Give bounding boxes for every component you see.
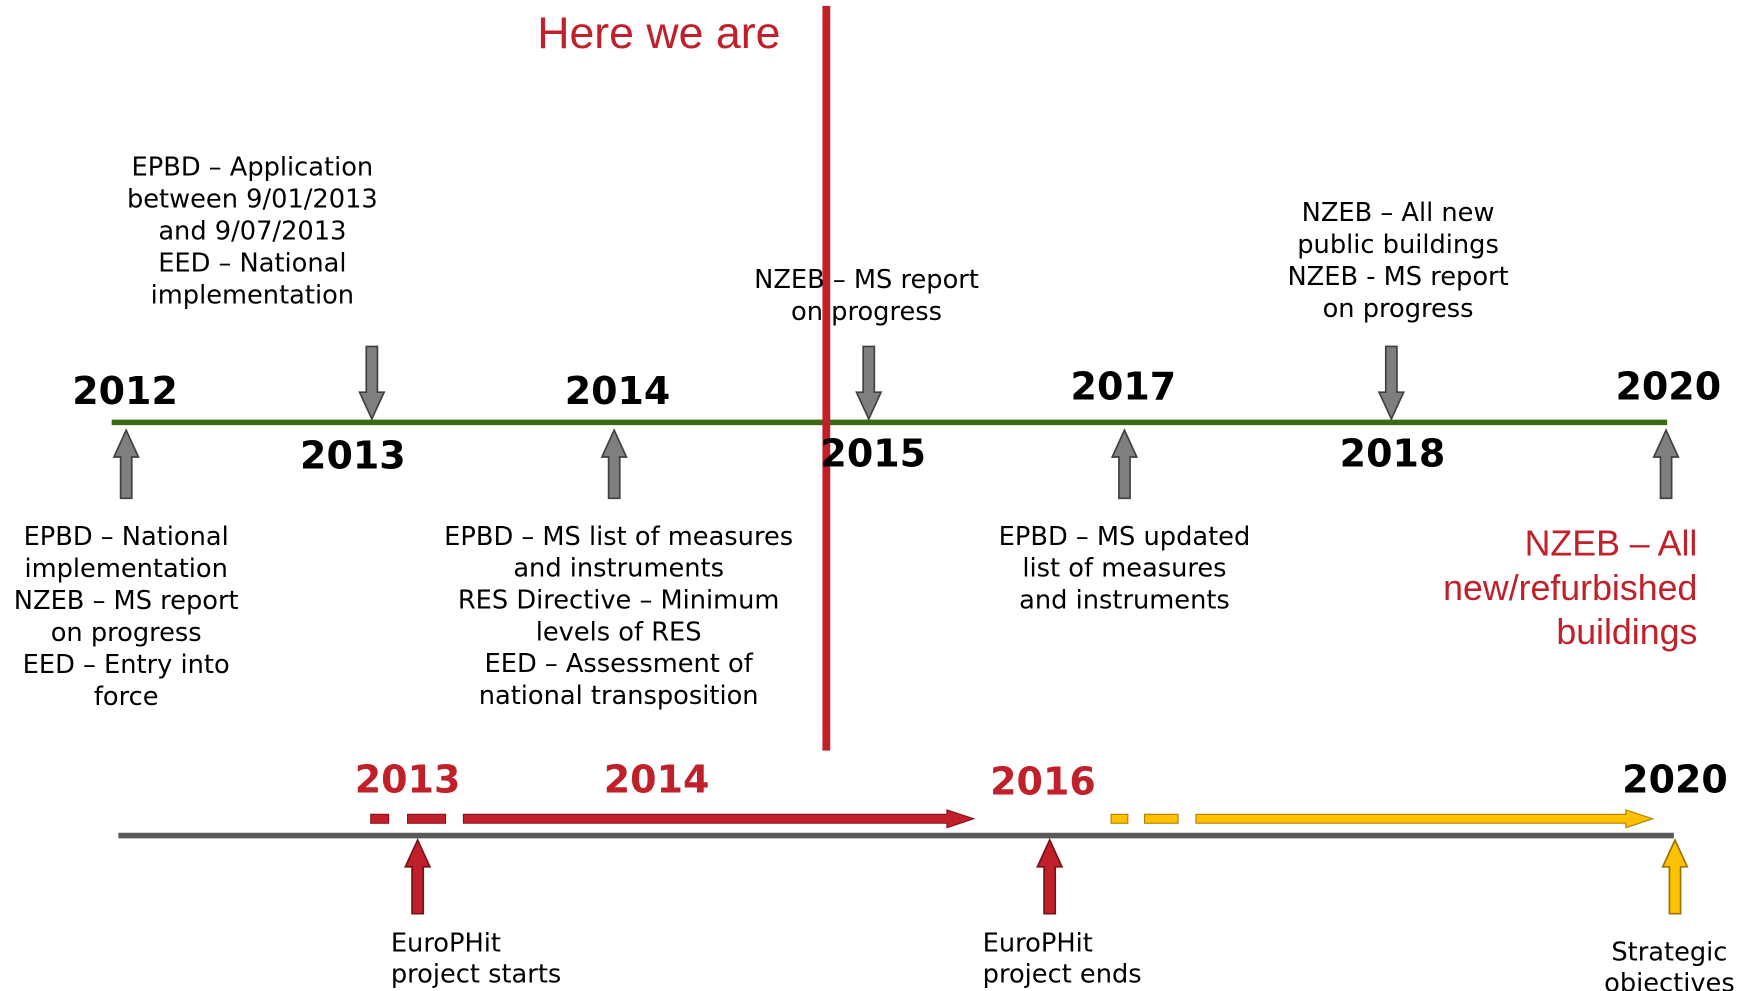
year-label: 2020	[1615, 364, 1721, 408]
year-label: 2014	[565, 369, 671, 413]
note-line: public buildings	[1297, 230, 1499, 260]
year-label: 2013	[300, 434, 406, 478]
note-line: NZEB – All	[1525, 524, 1698, 564]
year-label: 2012	[72, 369, 178, 413]
event-line: EuroPHit	[391, 928, 501, 958]
arrow	[112, 428, 140, 500]
event-line: project starts	[391, 960, 561, 990]
project-year: 2014	[604, 757, 710, 801]
arrow	[404, 837, 432, 915]
note-line: NZEB – All new	[1302, 198, 1495, 228]
project-year: 2013	[355, 757, 461, 801]
note-line: EPBD – National	[24, 522, 229, 552]
event-line: Strategic	[1611, 937, 1727, 967]
note-line: on progress	[51, 618, 202, 648]
marker-label: Here we are	[537, 9, 780, 58]
note-line: and instruments	[1019, 586, 1230, 616]
note-line: and instruments	[513, 554, 724, 584]
arrow	[1661, 837, 1689, 915]
note-line: on progress	[791, 297, 942, 327]
event-line: EuroPHit	[983, 928, 1093, 958]
note-line: list of measures	[1022, 554, 1226, 584]
arrow	[600, 428, 628, 500]
arrow	[358, 345, 386, 422]
note-line: levels of RES	[536, 617, 702, 647]
note-line: force	[94, 682, 159, 712]
arrow	[855, 345, 883, 422]
note-line: EPBD – Application	[132, 152, 374, 182]
note-line: national transposition	[479, 681, 759, 711]
year-label: 2018	[1340, 431, 1446, 475]
note-line: on progress	[1323, 294, 1474, 324]
note-line: EPBD – MS updated	[999, 522, 1251, 552]
year-label: 2015	[820, 431, 926, 475]
arrow	[1110, 428, 1139, 500]
arrow	[1377, 345, 1405, 422]
note-line: EPBD – MS list of measures	[444, 522, 793, 552]
note-line: buildings	[1556, 612, 1697, 652]
note-line: RES Directive – Minimum	[458, 586, 780, 616]
note-line: NZEB – MS report	[754, 265, 979, 295]
note-line: and 9/07/2013	[158, 216, 346, 246]
note-line: EED – Assessment of	[485, 649, 754, 679]
event-line: objectives	[1604, 969, 1735, 991]
event-line: project ends	[983, 960, 1142, 990]
year-label: 2017	[1071, 364, 1177, 408]
arrow	[1652, 428, 1680, 500]
note-line: new/refurbished	[1443, 568, 1697, 608]
note-line: implementation	[151, 280, 354, 310]
note-line: EED – National	[158, 248, 346, 278]
project-dashes	[370, 809, 1655, 829]
note-line: implementation	[24, 554, 227, 584]
project-year: 2016	[990, 760, 1096, 804]
project-year: 2020	[1622, 757, 1728, 801]
note-line: EED – Entry into	[23, 650, 230, 680]
note-line: between 9/01/2013	[127, 184, 378, 214]
note-line: NZEB - MS report	[1287, 262, 1508, 292]
note-line: NZEB – MS report	[14, 586, 239, 616]
arrow	[1036, 837, 1064, 915]
